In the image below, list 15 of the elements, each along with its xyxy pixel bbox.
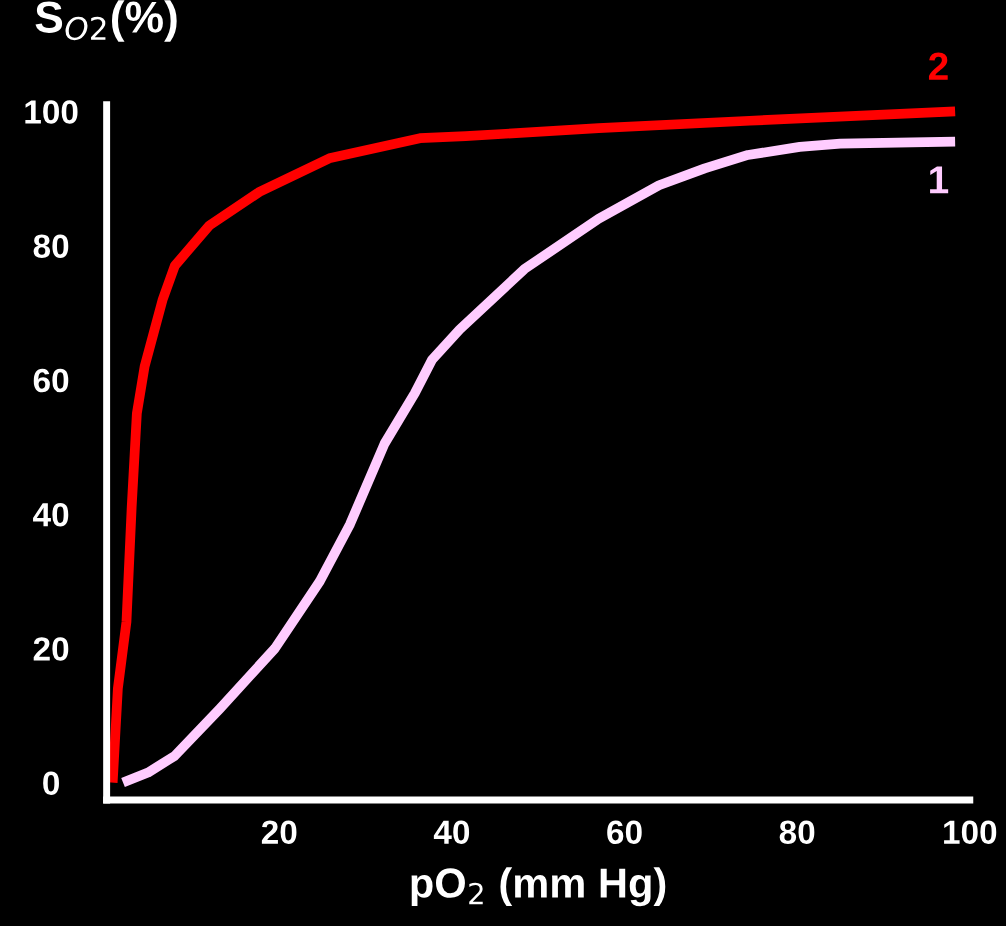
- y-tick-label: 40: [33, 502, 69, 527]
- y-tick-label: 100: [25, 100, 78, 124]
- x-tick-label: 40: [433, 820, 470, 844]
- x-axis-title: pO$_{2}$ (mm Hg): [411, 867, 666, 907]
- y-tick-label: 80: [33, 234, 69, 259]
- y-tick-label: 60: [33, 368, 69, 393]
- x-tick-label: 20: [261, 820, 297, 844]
- y-tick-label: 20: [33, 637, 69, 661]
- series-label: 1: [930, 166, 949, 194]
- x-tick-label: 80: [779, 820, 815, 844]
- y-tick-label: 0: [43, 771, 59, 796]
- x-tick-label: 100: [944, 820, 997, 844]
- x-tick-label: 60: [607, 820, 642, 844]
- series-label: 2: [928, 52, 948, 80]
- y-axis-title: S$_{O2}$(%): [35, 0, 177, 42]
